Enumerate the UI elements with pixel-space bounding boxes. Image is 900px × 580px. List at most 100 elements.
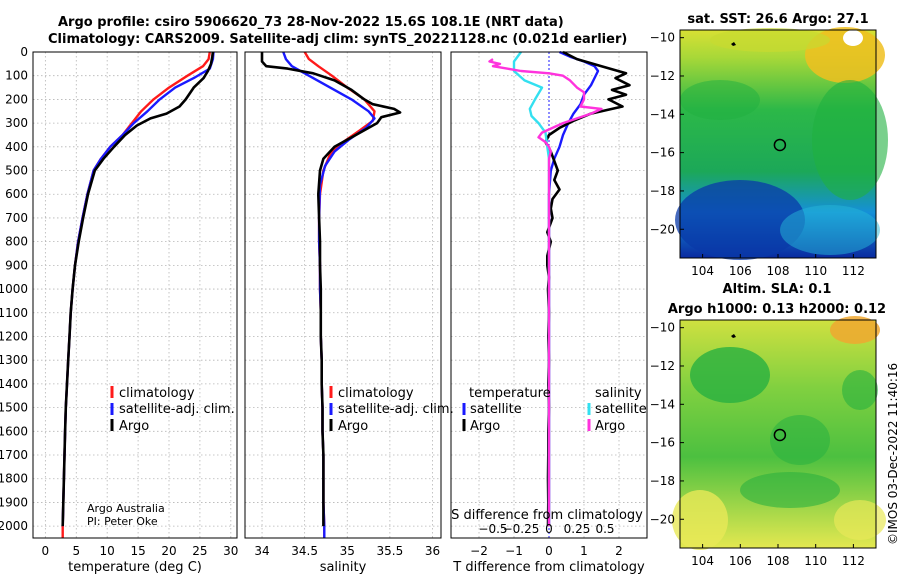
map-x-tick-label: 112 [842, 554, 865, 568]
difference-profile-panel: −2 −1 0 1 2 −0.5−0.25 0 0.25 0.5 S difference f… [450, 50, 648, 575]
x-tick-label: 20 [161, 544, 176, 558]
depth-tick-label: 1300 [0, 353, 28, 367]
depth-tick-label: 1400 [0, 377, 28, 391]
map-x-tick-label: 104 [691, 264, 714, 278]
x-tick-label: 34 [254, 544, 269, 558]
x-tick-label: 0 [545, 544, 553, 558]
series-line-satellite-adj-clim- [282, 51, 376, 538]
map-y-tick-label: −12 [650, 69, 675, 83]
depth-tick-label: 900 [5, 258, 28, 272]
sst-map-title: sat. SST: 26.6 Argo: 27.1 [687, 12, 868, 27]
sst-argo-position-marker [773, 138, 787, 152]
difference-axes-frame [450, 51, 648, 539]
sst-island-mark [731, 42, 736, 46]
credit-line1: Argo Australia [87, 502, 165, 515]
depth-tick-label: 400 [5, 140, 28, 154]
sla-island-mark [731, 334, 736, 338]
temperature-axes-frame [32, 51, 238, 539]
s-tick-label: 0.5 [595, 522, 614, 536]
legend-climatology-label: climatology [119, 386, 195, 401]
sst-heatmap-features [675, 27, 888, 260]
legend-climatology-label: climatology [338, 386, 414, 401]
depth-tick-label: 2000 [0, 519, 28, 533]
sla-map-ticks: 104 106 108 110 112 −10 −12 −14 −16 −18 −20 [650, 321, 865, 568]
depth-tick-label: 600 [5, 187, 28, 201]
sla-map-title: Altim. SLA: 0.1 [723, 282, 832, 297]
map-y-tick-label: −18 [650, 474, 675, 488]
imos-timestamp: ©IMOS 03-Dec-2022 11:40:16 [886, 363, 900, 545]
map-y-tick-label: −20 [650, 222, 675, 236]
map-y-tick-label: −12 [650, 359, 675, 373]
x-tick-label: 5 [72, 544, 80, 558]
depth-tick-label: 500 [5, 164, 28, 178]
depth-tick-label: 1600 [0, 424, 28, 438]
map-y-tick-label: −14 [650, 397, 675, 411]
depth-tick-label: 100 [5, 69, 28, 83]
legend-argo-label: Argo [119, 419, 149, 434]
legend-satellite-label: satellite-adj. clim. [119, 402, 235, 417]
x-tick-label: 25 [192, 544, 207, 558]
x-tick-label: 1 [580, 544, 588, 558]
salinity-axes-frame [244, 51, 442, 539]
x-tick-label: 15 [130, 544, 145, 558]
series-line-salinity-argo [488, 58, 603, 527]
sla-map-subtitle: Argo h1000: 0.13 h2000: 0.12 [668, 302, 886, 317]
map-y-tick-label: −14 [650, 107, 675, 121]
depth-tick-label: 200 [5, 92, 28, 106]
figure-title-line1: Argo profile: csiro 5906620_73 28-Nov-20… [58, 15, 564, 30]
depth-tick-label: 1000 [0, 282, 28, 296]
temperature-tick-labels: 0 5 10 15 20 25 30 [42, 544, 239, 558]
t-difference-tick-labels: −2 −1 0 1 2 [470, 544, 623, 558]
map-x-tick-label: 112 [842, 264, 865, 278]
depth-tick-label: 1100 [0, 306, 28, 320]
s-tick-label: 0.25 [564, 522, 591, 536]
depth-tick-label: 700 [5, 211, 28, 225]
sst-map-panel: sat. SST: 26.6 Argo: 27.1 104 106 108 110 11… [650, 12, 888, 278]
series-line-argo [260, 52, 402, 527]
difference-legend: temperature satellite Argo salinity sate… [462, 386, 647, 434]
credit-line2: PI: Peter Oke [87, 515, 158, 528]
map-x-tick-label: 106 [729, 264, 752, 278]
salinity-profile-panel: 34 34.5 35 35.5 36 salinity climatology sate… [244, 51, 454, 575]
x-tick-label: 35 [340, 544, 355, 558]
sla-argo-position-marker [773, 428, 787, 442]
legend-t-satellite-label: satellite [470, 402, 522, 417]
temperature-series [61, 51, 215, 538]
legend-argo-label: Argo [338, 419, 368, 434]
salinity-grid [245, 52, 441, 538]
x-tick-label: 2 [615, 544, 623, 558]
map-y-tick-label: −10 [650, 31, 675, 45]
legend-s-argo-label: Argo [595, 419, 625, 434]
map-x-tick-label: 106 [729, 554, 752, 568]
x-tick-label: 0 [42, 544, 50, 558]
legend-t-argo-label: Argo [470, 419, 500, 434]
x-tick-label: 30 [223, 544, 238, 558]
depth-tick-label: 300 [5, 116, 28, 130]
map-x-tick-label: 110 [804, 264, 827, 278]
x-tick-label: −2 [470, 544, 488, 558]
s-tick-label: −0.25 [503, 522, 540, 536]
salinity-series [260, 51, 402, 538]
legend-s-satellite-label: satellite [595, 402, 647, 417]
legend-satellite-label: satellite-adj. clim. [338, 402, 454, 417]
s-difference-xlabel: S difference from climatology [451, 508, 643, 523]
temperature-profile-panel: 0100200300400500600700800900100011001200… [0, 45, 238, 575]
map-x-tick-label: 110 [804, 554, 827, 568]
map-y-tick-label: −16 [650, 436, 675, 450]
legend-salinity-title: salinity [595, 386, 642, 401]
t-difference-xlabel: T difference from climatology [452, 560, 645, 575]
difference-series [488, 50, 631, 527]
sst-map-ticks: 104 106 108 110 112 −10 −12 −14 −16 −18 −20 [650, 31, 865, 278]
depth-tick-label: 1500 [0, 401, 28, 415]
map-x-tick-label: 108 [767, 554, 790, 568]
s-tick-label: −0.5 [478, 522, 507, 536]
depth-tick-label: 0 [20, 45, 28, 59]
depth-tick-label: 1900 [0, 495, 28, 509]
depth-tick-labels: 0 100 200 300 400 500 600 700 800 900 1000 1100 1200… [0, 45, 28, 533]
series-line-climatology [303, 51, 376, 538]
x-tick-label: 10 [100, 544, 115, 558]
sla-map-panel: Altim. SLA: 0.1 Argo h1000: 0.13 h2000: … [650, 282, 886, 568]
x-tick-label: 35.5 [377, 544, 404, 558]
salinity-xlabel: salinity [320, 560, 367, 575]
